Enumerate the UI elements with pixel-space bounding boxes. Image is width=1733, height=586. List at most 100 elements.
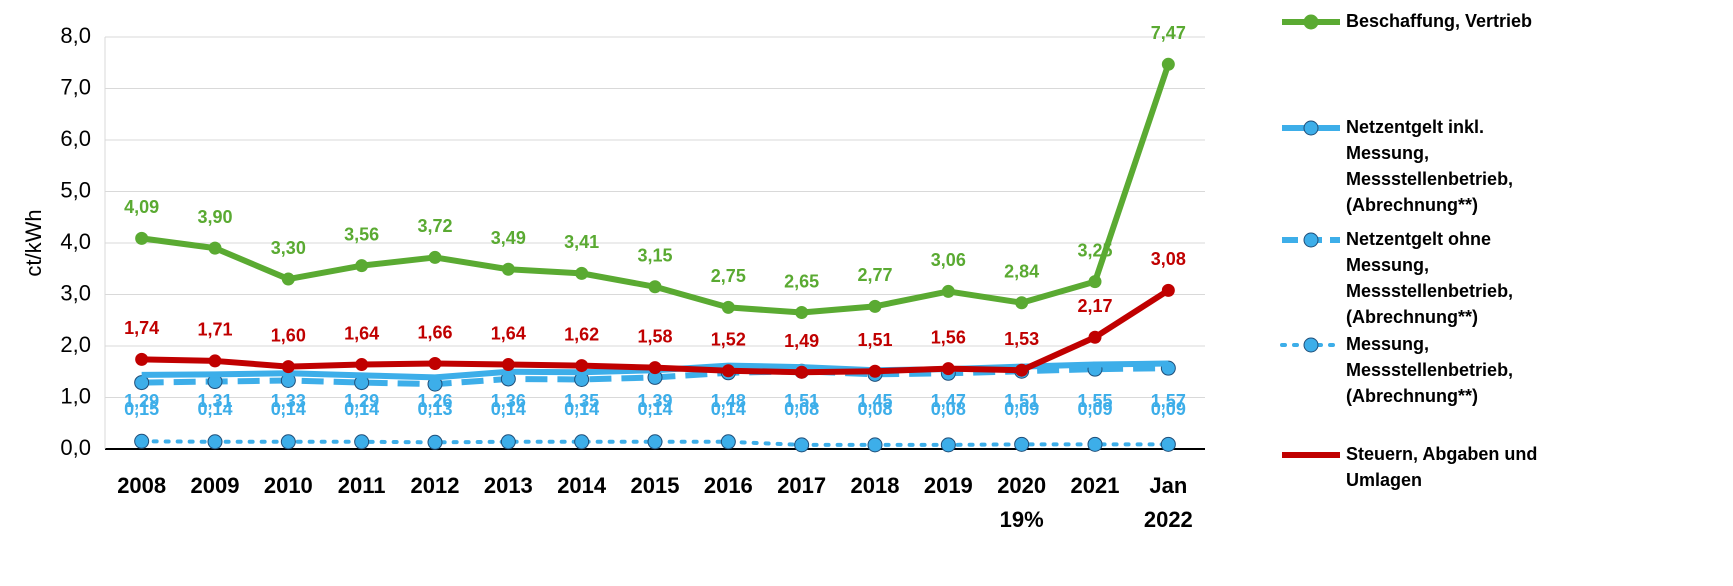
legend-label: Netzentgelt ohne Messung, Messstellenbetri… [1346, 229, 1513, 327]
marker [207, 434, 223, 450]
data-label: 1,52 [711, 329, 746, 349]
x-tick-label: 2013 [484, 473, 533, 498]
x-tick-label: 2008 [117, 473, 166, 498]
marker [647, 434, 663, 450]
data-label: 0,14 [564, 399, 599, 419]
data-label: 0,09 [1077, 399, 1112, 419]
data-label: 1,31 [197, 391, 232, 411]
data-label: 1,74 [124, 318, 159, 338]
x-tick-label: 2017 [777, 473, 826, 498]
series-line [139, 439, 1171, 447]
data-label: 2,84 [1004, 261, 1039, 281]
data-label: 1,58 [637, 326, 672, 346]
marker [574, 434, 590, 450]
y-tick-label: 5,0 [60, 177, 91, 202]
marker [941, 284, 955, 298]
data-label: 1,71 [197, 320, 232, 340]
marker [1088, 275, 1102, 289]
x-tick-label: 2020 19% [997, 473, 1046, 532]
marker [500, 434, 516, 450]
data-label: 0,09 [1004, 399, 1039, 419]
x-tick-label: 2009 [191, 473, 240, 498]
data-label: 1,55 [1077, 391, 1112, 411]
data-label: 0,14 [711, 399, 746, 419]
y-axis-label: ct/kWh [21, 209, 46, 276]
legend-label: Beschaffung, Vertrieb [1346, 11, 1532, 31]
marker [355, 259, 369, 273]
legend-label: Netzentgelt inkl. Messung, Messstellenbetr… [1346, 117, 1513, 215]
marker [428, 357, 442, 371]
marker [1087, 436, 1103, 452]
data-label: 1,62 [564, 324, 599, 344]
data-label: 1,51 [857, 330, 892, 350]
legend-label: Steuern, Abgaben und Umlagen [1346, 444, 1537, 490]
data-label: 0,09 [1151, 399, 1186, 419]
data-label: 1,39 [637, 391, 672, 411]
data-label: 0,14 [637, 399, 672, 419]
y-tick-label: 8,0 [60, 23, 91, 48]
x-tick-label: 2011 [338, 473, 386, 498]
marker [721, 300, 735, 314]
data-label: 3,25 [1077, 240, 1112, 260]
marker [867, 437, 883, 453]
data-label: 2,65 [784, 271, 819, 291]
data-label: 1,56 [931, 327, 966, 347]
data-label: 0,13 [417, 399, 452, 419]
data-label: 0,14 [271, 399, 306, 419]
data-label: 7,47 [1151, 23, 1186, 43]
y-tick-label: 4,0 [60, 229, 91, 254]
marker [281, 360, 295, 374]
data-label: 1,64 [491, 323, 526, 343]
data-label: 1,33 [271, 391, 306, 411]
data-label: 1,51 [784, 391, 819, 411]
x-tick-label: 2015 [631, 473, 680, 498]
data-label: 0,08 [784, 399, 819, 419]
marker [720, 434, 736, 450]
marker [501, 262, 515, 276]
x-tick-label: Jan 2022 [1144, 473, 1193, 532]
legend-marker [1303, 337, 1319, 353]
marker [648, 361, 662, 375]
marker [1015, 296, 1029, 310]
marker [501, 358, 515, 372]
marker [281, 272, 295, 286]
data-label: 2,77 [857, 265, 892, 285]
marker [1015, 363, 1029, 377]
y-tick-label: 6,0 [60, 126, 91, 151]
data-label: 1,57 [1151, 391, 1186, 411]
legend-marker [1303, 120, 1319, 136]
x-tick-label: 2012 [411, 473, 460, 498]
y-tick-label: 1,0 [60, 383, 91, 408]
data-label: 3,06 [931, 250, 966, 270]
marker [868, 364, 882, 378]
data-label: 1,53 [1004, 329, 1039, 349]
data-label: 1,66 [417, 322, 452, 342]
data-label: 1,64 [344, 323, 379, 343]
data-label: 0,14 [491, 399, 526, 419]
y-tick-label: 0,0 [60, 435, 91, 460]
data-label: 3,15 [637, 246, 672, 266]
data-label: 0,08 [931, 399, 966, 419]
y-tick-label: 7,0 [60, 74, 91, 99]
marker [1161, 283, 1175, 297]
marker [940, 437, 956, 453]
data-label: 1,60 [271, 325, 306, 345]
x-tick-label: 2016 [704, 473, 753, 498]
marker [135, 231, 149, 245]
marker [868, 299, 882, 313]
marker [1160, 436, 1176, 452]
data-label: 1,45 [857, 391, 892, 411]
y-tick-label: 3,0 [60, 280, 91, 305]
marker [208, 241, 222, 255]
x-tick-label: 2021 [1071, 473, 1120, 498]
marker [208, 354, 222, 368]
marker [428, 250, 442, 264]
y-tick-label: 2,0 [60, 332, 91, 357]
marker [794, 437, 810, 453]
data-label: 1,48 [711, 391, 746, 411]
marker [1014, 436, 1030, 452]
legend-marker [1303, 232, 1319, 248]
data-label: 0,08 [857, 399, 892, 419]
data-label: 3,72 [417, 216, 452, 236]
